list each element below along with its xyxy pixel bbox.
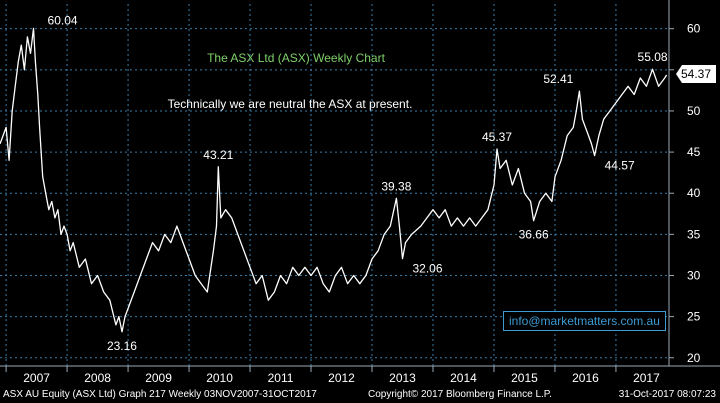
x-tick-label: 2007 [23,371,50,385]
footer-security-info: ASX AU Equity (ASX Ltd) Graph 217 Weekly… [3,389,317,400]
x-tick-label: 2011 [268,371,294,385]
y-tick-label: 60 [687,22,701,36]
price-annotation: 23.16 [107,339,137,353]
price-annotations: 60.04 23.16 43.21 39.38 32.06 45.37 36.66 52.41… [48,13,668,352]
chart-title: The ASX Ltd (ASX) Weekly Chart [207,51,386,65]
y-axis: 202530354045505560 [668,0,701,366]
x-tick-label: 2010 [206,371,233,385]
footer-bar: ASX AU Equity (ASX Ltd) Graph 217 Weekly… [0,386,720,403]
y-tick-label: 35 [687,227,701,241]
price-annotation: 55.08 [638,50,668,64]
x-tick-label: 2008 [84,371,111,385]
footer-timestamp: 31-Oct-2017 08:07:23 [618,389,716,400]
price-annotation: 39.38 [381,179,411,193]
y-tick-label: 30 [687,269,701,283]
y-tick-label: 20 [687,351,701,365]
footer-copyright: Copyright© 2017 Bloomberg Finance L.P. [368,389,552,400]
x-tick-label: 2012 [328,371,355,385]
price-annotation: 43.21 [203,148,233,162]
y-tick-label: 45 [687,145,701,159]
price-annotation: 60.04 [48,13,78,27]
x-tick-label: 2009 [145,371,172,385]
x-tick-label: 2015 [511,371,538,385]
x-tick-label: 2016 [572,371,599,385]
price-line [0,27,668,333]
y-tick-label: 25 [687,310,701,324]
y-tick-label: 50 [687,104,701,118]
x-tick-label: 2014 [450,371,477,385]
price-annotation: 45.37 [482,130,512,144]
price-series [0,27,668,333]
price-annotation: 52.41 [543,72,573,86]
x-tick-label: 2013 [389,371,416,385]
watermark-email: info@marketmatters.com.au [503,311,666,331]
price-chart: 202530354045505560 200720082009201020112… [0,0,720,385]
chart-grid [0,4,669,366]
last-price-tag: 54.37 [676,65,716,83]
price-annotation: 44.57 [605,159,635,173]
x-axis: 2007 2008 2009 2010 2011 2012 2013 2014 2015 2016… [0,365,720,385]
chart-subtitle: Technically we are neutral the ASX at pr… [168,97,413,111]
price-annotation: 36.66 [519,228,549,242]
y-tick-label: 40 [687,186,701,200]
price-annotation: 32.06 [412,262,442,276]
x-tick-label: 2017 [633,371,660,385]
